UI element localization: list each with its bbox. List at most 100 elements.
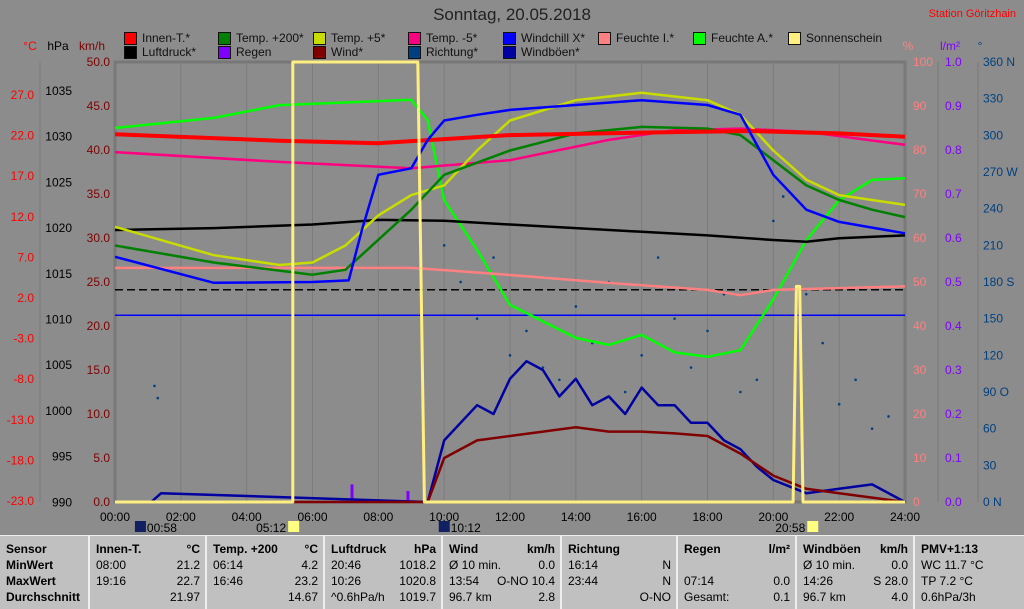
legend-item: Windchill X*: [503, 31, 585, 45]
x-tick-label: 14:00: [561, 510, 591, 524]
axis-unit-humidity: %: [903, 39, 914, 53]
legend-label: Temp. +200*: [236, 31, 304, 45]
stats-cell: 06:14: [213, 558, 244, 572]
legend-label: Windchill X*: [521, 31, 586, 45]
stats-cell: 96.7 km: [803, 590, 846, 604]
stats-cell: Sensor: [6, 542, 47, 556]
stats-cell: N: [662, 574, 671, 588]
axis-tick-direction: 240: [983, 202, 1003, 216]
stats-cell: 16:14: [568, 558, 599, 572]
axis-tick-pressure: 1010: [45, 313, 72, 327]
stats-row: 14.67: [213, 590, 318, 606]
stats-column: Wind km/h Ø 10 min. 0.0 13:54 O-NO 10.4 96.7 k…: [441, 536, 560, 609]
axis-tick-direction: 360 N: [983, 55, 1015, 69]
direction-point: [574, 305, 578, 308]
legend-item: Innen-T.*: [124, 31, 190, 45]
axis-tick-pressure: 1025: [45, 175, 72, 189]
axis-unit-wind: km/h: [79, 39, 105, 53]
stats-cell: 19:16: [96, 574, 127, 588]
legend-swatch: [218, 31, 231, 45]
astro-time: 20:58: [775, 521, 805, 535]
stats-cell: N: [662, 558, 671, 572]
direction-point: [656, 256, 660, 259]
axis-tick-rain: 0.2: [945, 407, 962, 421]
stats-cell: Luftdruck: [331, 542, 387, 556]
stats-cell: Temp. +200: [213, 542, 278, 556]
stats-row: Durchschnitt: [6, 590, 83, 606]
direction-point: [781, 195, 785, 198]
stats-column: Richtung 16:14 N 23:44 N O-NO: [560, 536, 676, 609]
direction-point: [640, 354, 643, 357]
stats-cell: 14.67: [287, 590, 318, 604]
stats-cell: 0.0: [891, 558, 908, 572]
stats-cell: 96.7 km: [449, 590, 492, 604]
axis-tick-direction: 60: [983, 422, 997, 436]
axis-tick-temp: 27.0: [11, 88, 35, 102]
legend-label: Richtung*: [426, 45, 479, 59]
stats-table: Sensor MinWert MaxWert Durchschnitt Innen-T.…: [0, 535, 1024, 609]
x-tick-label: 12:00: [495, 510, 525, 524]
stats-cell: 0.0: [538, 558, 555, 572]
stats-row: Wind km/h: [449, 542, 555, 558]
direction-point: [887, 415, 890, 418]
axis-tick-humidity: 70: [913, 187, 927, 201]
stats-cell: 16:46: [213, 574, 244, 588]
stats-row: WC 11.7 °C: [921, 558, 1019, 574]
stats-cell: 0.6hPa/3h: [921, 590, 976, 604]
station-name: Station Göritzhain: [928, 8, 1016, 20]
x-tick-label: 10:00: [429, 510, 459, 524]
legend-label: Temp. +5*: [331, 31, 386, 45]
stats-row: Richtung: [568, 542, 671, 558]
stats-column: Temp. +200 °C 06:14 4.2 16:46 23.2 14.67: [205, 536, 323, 609]
stats-row: O-NO: [568, 590, 671, 606]
axis-tick-temp: -8.0: [13, 372, 34, 386]
series-line: [114, 98, 906, 359]
axis-tick-pressure: 990: [52, 495, 72, 509]
astro-time: 10:12: [451, 521, 481, 535]
stats-row: 20:46 1018.2: [331, 558, 436, 574]
axis-tick-wind: 20.0: [87, 319, 111, 333]
series-line: [114, 218, 906, 244]
axis-tick-direction: 330: [983, 92, 1003, 106]
legend-swatch: [124, 31, 137, 45]
stats-row: MaxWert: [6, 574, 83, 590]
stats-cell: 22.7: [176, 574, 200, 588]
axis-tick-direction: 0 N: [983, 495, 1002, 509]
axis-tick-rain: 0.3: [945, 363, 962, 377]
stats-cell: 23:44: [568, 574, 599, 588]
axis-tick-humidity: 30: [913, 363, 927, 377]
axis-tick-temp: 12.0: [11, 210, 35, 224]
direction-point: [854, 378, 857, 382]
stats-cell: MaxWert: [6, 574, 56, 588]
stats-cell: O-NO 10.4: [496, 574, 555, 588]
stats-row: 16:46 23.2: [213, 574, 318, 590]
direction-point: [156, 396, 160, 400]
axis-tick-temp: -3.0: [13, 332, 34, 346]
legend-swatch: [503, 31, 516, 45]
stats-cell: ^0.6hPa/h: [331, 590, 385, 604]
direction-point: [558, 378, 561, 382]
direction-point: [804, 292, 808, 296]
axis-tick-temp: -18.0: [7, 453, 35, 467]
stats-column: Luftdruck hPa 20:46 1018.2 10:26 1020.8 ^0.6hP…: [323, 536, 441, 609]
stats-row: MinWert: [6, 558, 83, 574]
stats-row: Ø 10 min. 0.0: [449, 558, 555, 574]
stats-cell: 0.1: [773, 590, 790, 604]
direction-point: [673, 317, 676, 320]
series-line: [114, 91, 906, 267]
legend-item: Temp. +5*: [313, 31, 385, 45]
stats-row: Regen l/m²: [684, 542, 790, 558]
stats-cell: S 28.0: [873, 574, 908, 588]
axis-tick-humidity: 0: [913, 495, 920, 509]
stats-cell: 2.8: [538, 590, 555, 604]
axis-tick-direction: 30: [983, 458, 997, 472]
legend-item: Windböen*: [503, 45, 580, 59]
rain-bar: [406, 491, 410, 502]
x-tick-label: 02:00: [166, 510, 196, 524]
x-tick-label: 20:00: [758, 510, 788, 524]
axis-tick-pressure: 1005: [45, 358, 72, 372]
stats-cell: 20:46: [331, 558, 362, 572]
series-line: [114, 129, 906, 146]
x-tick-label: 22:00: [824, 510, 854, 524]
x-tick-label: 00:00: [100, 510, 130, 524]
